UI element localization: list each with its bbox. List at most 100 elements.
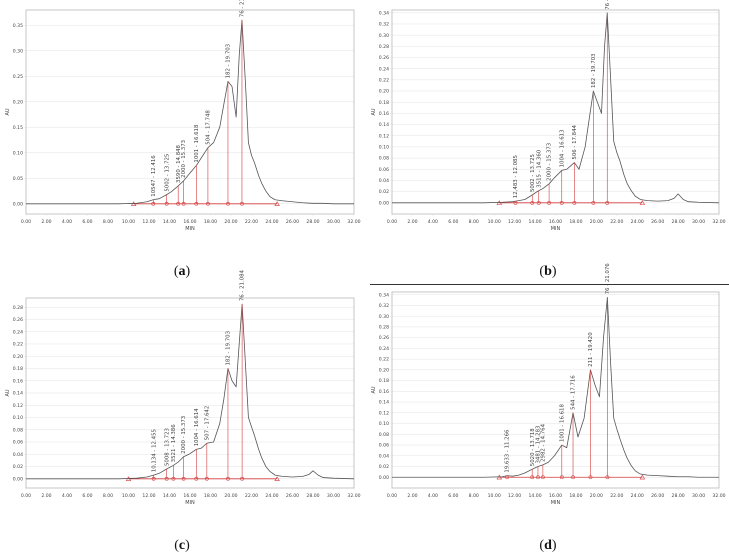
- x-tick-label: 6.00: [82, 493, 92, 499]
- peak-marker-circle: [513, 200, 518, 205]
- plot-frame: [391, 291, 720, 489]
- y-axis-title: AU: [371, 386, 377, 393]
- y-tick-label: 0.26: [379, 55, 389, 61]
- x-tick-label: 8.00: [469, 219, 479, 225]
- x-tick-label: 28.00: [306, 493, 319, 499]
- x-tick-label: 0.00: [21, 219, 31, 225]
- y-tick-label: 0.02: [13, 464, 23, 470]
- peak-label: 504 - 17.748: [206, 110, 212, 145]
- peak-label: 211 - 19.420: [588, 332, 594, 367]
- y-tick-label: 0.12: [379, 133, 389, 139]
- peak-label: 1004 - 16.614: [194, 408, 200, 447]
- baseline-end-marker: [274, 201, 280, 206]
- y-tick-label: 0.10: [379, 145, 389, 151]
- y-tick-label: 0.20: [13, 354, 23, 360]
- x-tick-label: 10.00: [488, 493, 501, 499]
- x-tick-label: 20.00: [590, 219, 603, 225]
- y-tick-label: 0.00: [13, 201, 23, 207]
- peak-marker-circle: [240, 201, 244, 206]
- peak-label: 76 - 21.070: [240, 0, 246, 17]
- peak-marker-circle: [204, 476, 209, 481]
- x-tick-label: 28.00: [672, 219, 685, 225]
- y-tick-label: 0.16: [13, 378, 23, 384]
- x-tick-label: 30.00: [327, 219, 340, 225]
- x-tick-label: 0.00: [387, 493, 397, 499]
- y-tick-label: 0.26: [379, 335, 389, 341]
- chromatogram-trace: [392, 12, 720, 204]
- chart-svg-c: 0.00 0.02 0.04 0.06 0.08 0.10 0.12 0.14 0.16 0.18…: [5, 269, 361, 506]
- y-tick-label: 0.32: [379, 303, 389, 309]
- x-tick-label: 22.00: [245, 493, 258, 499]
- y-tick-label: 0.04: [379, 453, 389, 459]
- panel-label-d: (d): [539, 538, 557, 553]
- peak-label: 76 - 21.076: [605, 263, 611, 295]
- x-tick-label: 4.00: [428, 219, 438, 225]
- x-tick-label: 14.00: [528, 219, 541, 225]
- y-tick-label: 0.05: [13, 176, 23, 182]
- y-tick-label: 0.00: [379, 200, 389, 206]
- peak-marker-circle: [559, 200, 564, 205]
- peak-marker-circle: [164, 201, 169, 206]
- peak-label: 1001 - 16.618: [194, 124, 200, 163]
- y-tick-label: 0.20: [13, 99, 23, 105]
- peak-label: 5020 - 13.718: [530, 428, 536, 467]
- y-tick-label: 0.32: [379, 22, 389, 28]
- peak-marker-circle: [206, 201, 210, 206]
- x-tick-label: 2.00: [407, 219, 417, 225]
- x-tick-label: 6.00: [448, 219, 458, 225]
- peak-label: 182 - 19.703: [226, 44, 232, 79]
- y-tick-label: 0.18: [379, 378, 389, 384]
- x-tick-label: 26.00: [651, 493, 664, 499]
- peak-marker-circle: [171, 476, 176, 481]
- y-tick-label: 0.30: [13, 48, 23, 54]
- x-tick-label: 6.00: [448, 493, 458, 499]
- peak-marker-circle: [572, 200, 577, 205]
- peak-marker-circle: [505, 475, 509, 480]
- peak-marker-circle: [591, 200, 596, 205]
- y-tick-label: 0.28: [379, 325, 389, 331]
- x-tick-label: 16.00: [549, 493, 562, 499]
- peak-label: 3521 - 14.386: [171, 424, 177, 463]
- x-tick-label: 16.00: [183, 219, 196, 225]
- y-tick-label: 0.08: [13, 427, 23, 433]
- panel-label-c: (c): [174, 538, 190, 553]
- peak-marker-circle: [194, 201, 199, 206]
- x-tick-label: 10.00: [122, 219, 135, 225]
- x-tick-label: 8.00: [103, 219, 113, 225]
- peak-label: 5008 - 13.723: [164, 428, 170, 466]
- x-tick-label: 12.00: [142, 219, 155, 225]
- y-tick-label: 0.06: [379, 443, 389, 449]
- x-tick-label: 24.00: [631, 219, 644, 225]
- peak-label: 182 - 19.703: [226, 331, 232, 366]
- peak-label: 2982 - 14.764: [540, 423, 546, 462]
- peak-label: 5002 - 13.725: [530, 154, 536, 192]
- x-tick-label: 20.00: [590, 493, 603, 499]
- y-tick-label: 0.12: [13, 403, 23, 409]
- x-tick-label: 28.00: [672, 493, 685, 499]
- y-tick-label: 0.00: [379, 475, 389, 481]
- peak-label: 544 - 17.716: [571, 375, 577, 410]
- peak-marker-circle: [181, 201, 186, 206]
- peak-label: 1001 - 16.618: [559, 404, 565, 443]
- peak-label: 182 - 19.703: [591, 54, 597, 89]
- y-tick-label: 0.02: [379, 189, 389, 195]
- x-tick-label: 14.00: [528, 493, 541, 499]
- y-tick-label: 0.04: [13, 452, 23, 458]
- chromatogram-trace: [26, 303, 355, 480]
- x-tick-label: 26.00: [651, 219, 664, 225]
- x-tick-label: 0.00: [21, 493, 31, 499]
- peak-label: 3590 - 14.848: [176, 144, 182, 183]
- x-tick-label: 10.00: [488, 219, 501, 225]
- x-tick-label: 18.00: [569, 493, 582, 499]
- peak-marker-circle: [181, 476, 186, 481]
- x-tick-label: 8.00: [469, 493, 479, 499]
- peak-marker-circle: [164, 476, 169, 481]
- y-tick-label: 0.24: [379, 346, 389, 352]
- x-tick-label: 4.00: [62, 493, 72, 499]
- peak-marker-circle: [536, 475, 540, 480]
- x-tick-label: 6.00: [82, 219, 92, 225]
- y-tick-label: 0.14: [379, 122, 389, 128]
- y-tick-label: 0.10: [13, 415, 23, 421]
- y-tick-label: 0.10: [379, 421, 389, 427]
- chromatogram-panel-a: 0.00 0.05 0.10 0.15 0.20 0.25 0.30 0.35 0.00 2.00…: [0, 0, 364, 240]
